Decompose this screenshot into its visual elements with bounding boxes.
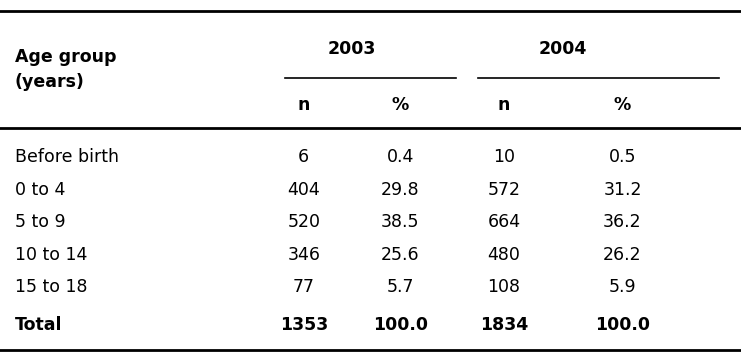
Text: 1353: 1353 (279, 316, 328, 334)
Text: Age group
(years): Age group (years) (15, 48, 116, 91)
Text: 404: 404 (288, 180, 320, 199)
Text: 38.5: 38.5 (381, 213, 419, 231)
Text: 25.6: 25.6 (381, 245, 419, 264)
Text: 31.2: 31.2 (603, 180, 642, 199)
Text: 10: 10 (493, 148, 515, 166)
Text: 29.8: 29.8 (381, 180, 419, 199)
Text: Total: Total (15, 316, 62, 334)
Text: 664: 664 (488, 213, 520, 231)
Text: 10 to 14: 10 to 14 (15, 245, 87, 264)
Text: n: n (298, 96, 310, 114)
Text: 6: 6 (298, 148, 310, 166)
Text: 572: 572 (488, 180, 520, 199)
Text: Before birth: Before birth (15, 148, 119, 166)
Text: 2003: 2003 (328, 40, 376, 58)
Text: 77: 77 (293, 278, 315, 296)
Text: 100.0: 100.0 (373, 316, 428, 334)
Text: 0.4: 0.4 (387, 148, 413, 166)
Text: 346: 346 (288, 245, 320, 264)
Text: 36.2: 36.2 (603, 213, 642, 231)
Text: 0.5: 0.5 (608, 148, 637, 166)
Text: 108: 108 (488, 278, 520, 296)
Text: 0 to 4: 0 to 4 (15, 180, 65, 199)
Text: 520: 520 (288, 213, 320, 231)
Text: 100.0: 100.0 (595, 316, 650, 334)
Text: 5.7: 5.7 (386, 278, 414, 296)
Text: 1834: 1834 (479, 316, 528, 334)
Text: 2004: 2004 (539, 40, 588, 58)
Text: 26.2: 26.2 (603, 245, 642, 264)
Text: 15 to 18: 15 to 18 (15, 278, 87, 296)
Text: %: % (614, 96, 631, 114)
Text: 5 to 9: 5 to 9 (15, 213, 65, 231)
Text: %: % (391, 96, 409, 114)
Text: 480: 480 (488, 245, 520, 264)
Text: 5.9: 5.9 (608, 278, 637, 296)
Text: n: n (498, 96, 510, 114)
